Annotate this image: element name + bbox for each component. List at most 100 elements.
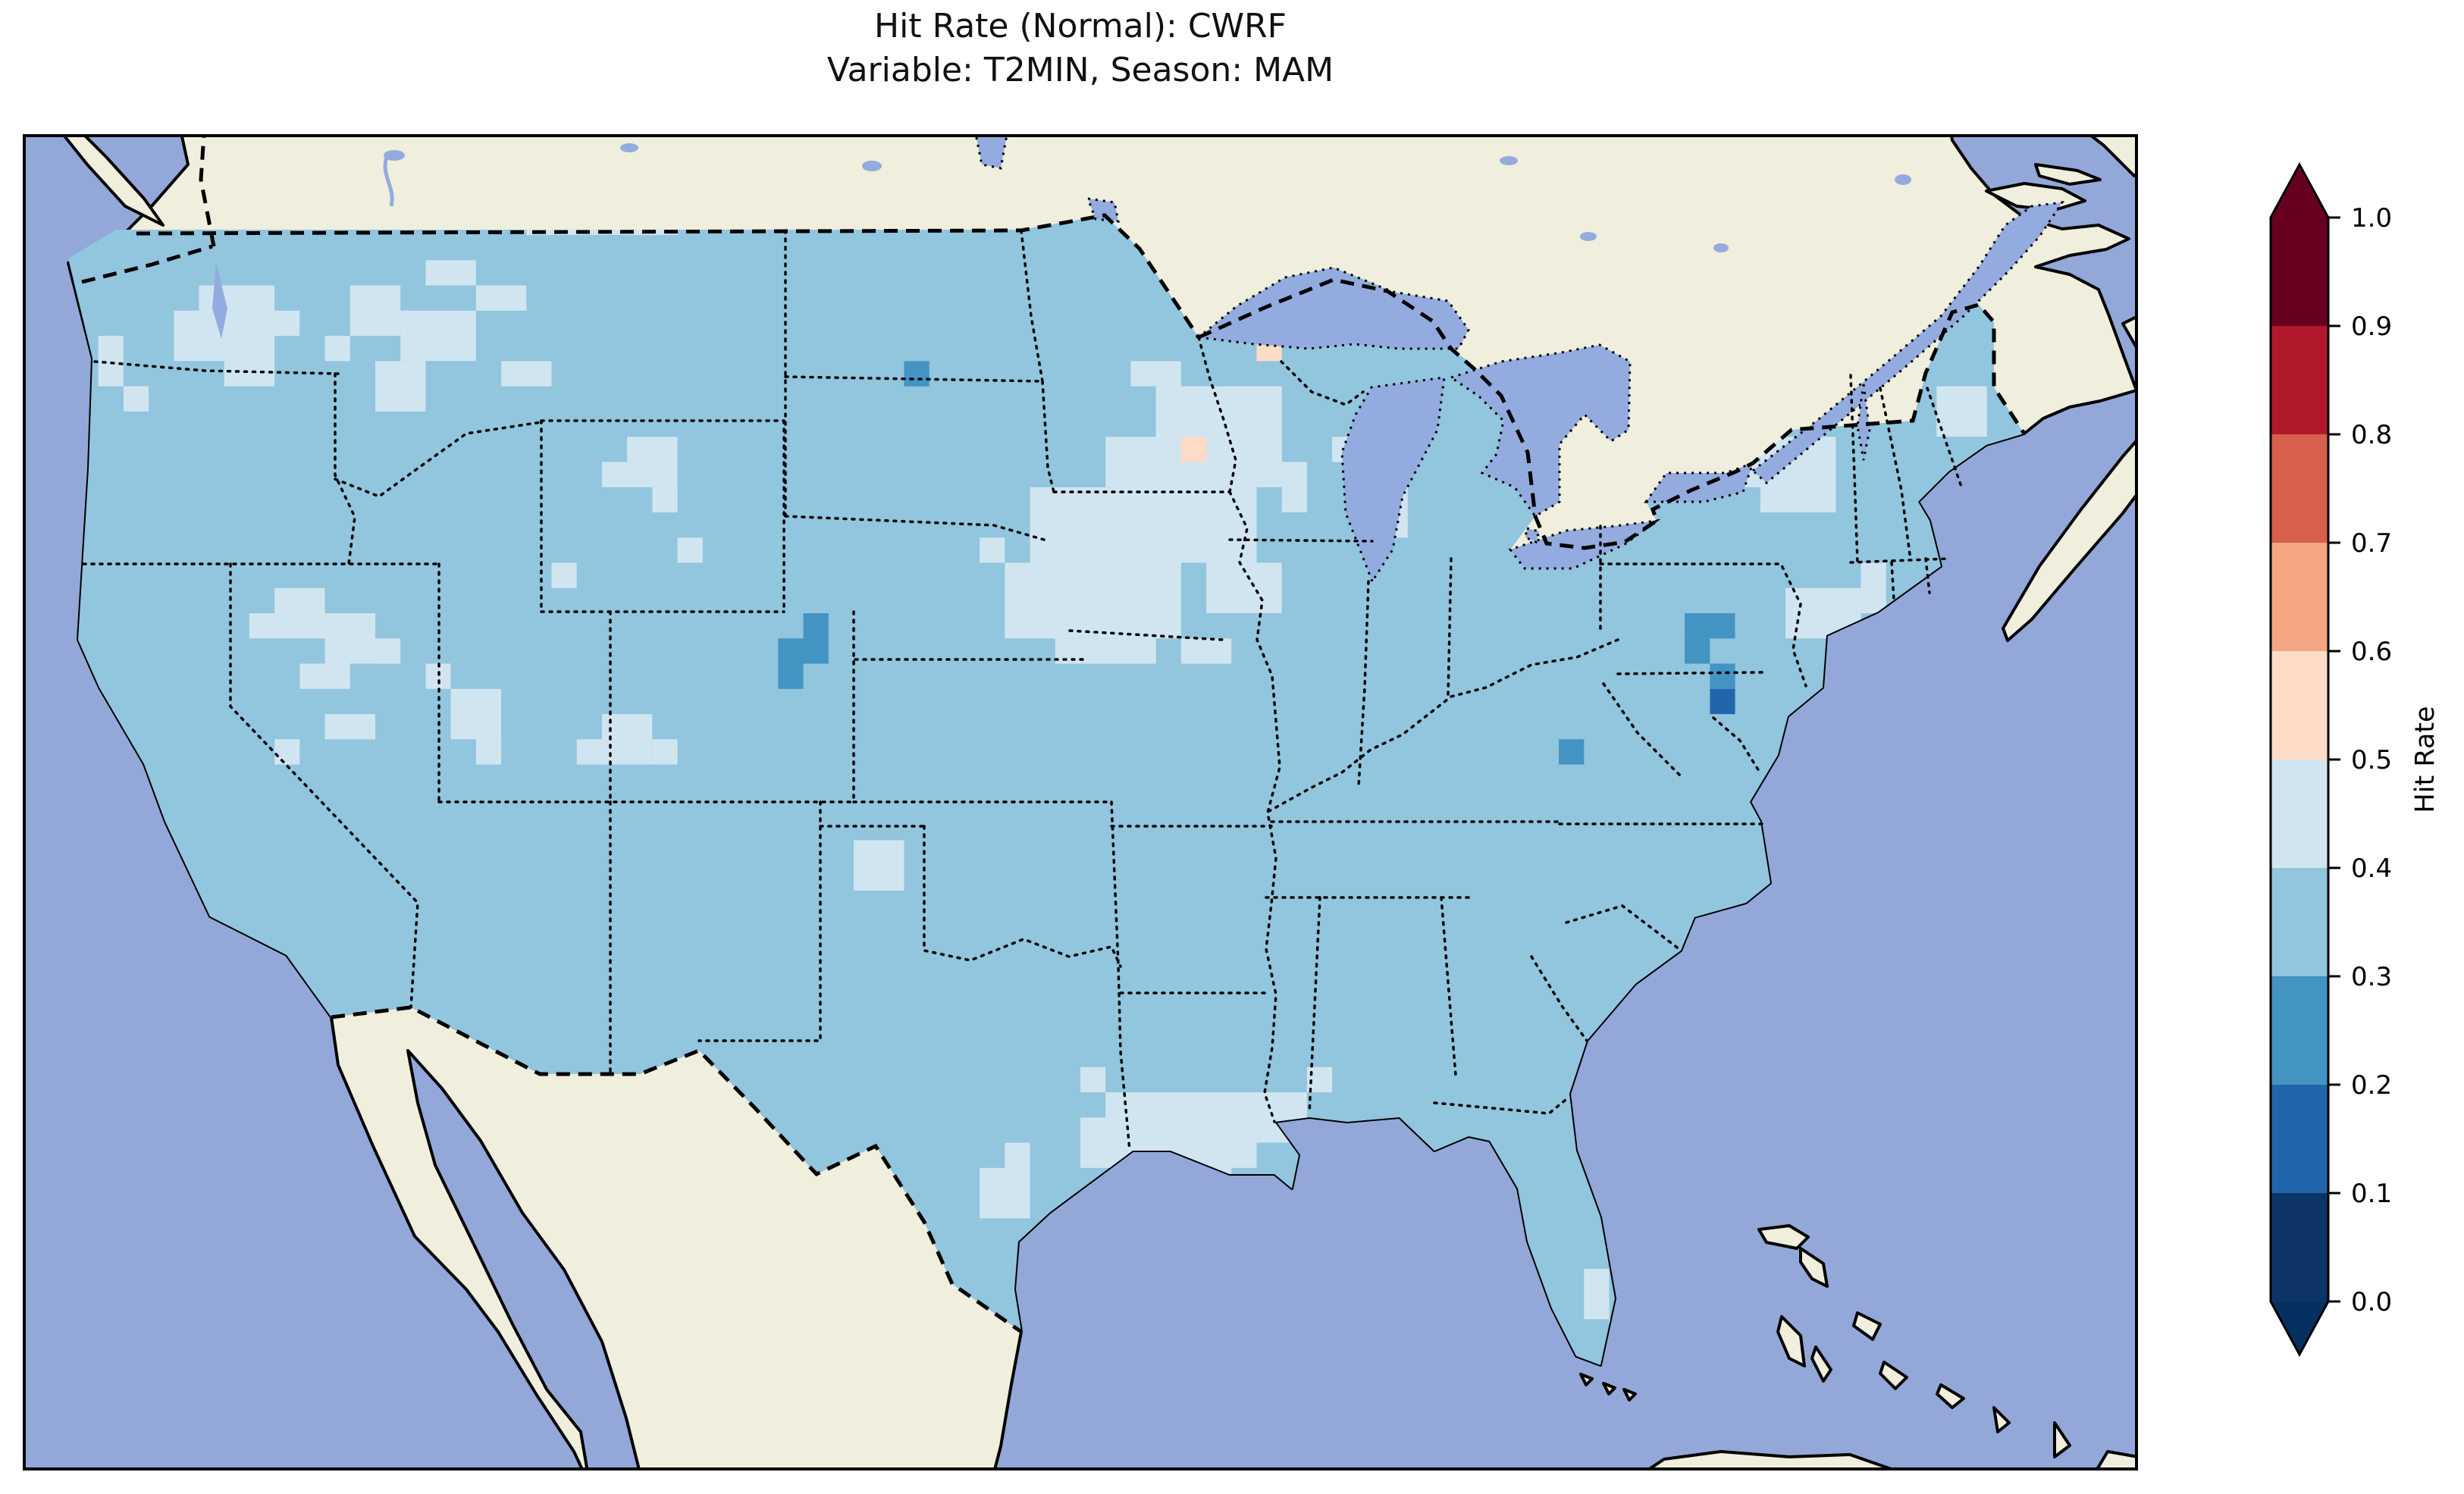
bahamas-cay-2: [1879, 1361, 1908, 1390]
hit-rate-cell-b2: [803, 613, 829, 639]
st-lawrence-river: [1751, 201, 2065, 484]
map-svg: [23, 134, 2138, 1471]
figure-title: Hit Rate (Normal): CWRF: [874, 7, 1287, 45]
small-lake-3: [862, 161, 882, 171]
hit-rate-cell-b4: [652, 739, 678, 765]
vancouver-island: [61, 134, 165, 227]
colorbar-tick-label: 0.4: [2351, 853, 2392, 884]
colorbar-segment: [2271, 651, 2328, 760]
hit-rate-cell-b4: [274, 310, 300, 337]
lake-ontario: [1644, 461, 1755, 503]
colorbar-tick-label: 0.9: [2351, 312, 2392, 342]
colorbar-segment: [2271, 218, 2328, 327]
hispaniola-partial: [2095, 1450, 2138, 1471]
hit-rate-cell-b4: [274, 587, 325, 639]
colorbar-segments: [2271, 218, 2328, 1302]
small-lake-2: [620, 143, 638, 152]
hit-rate-cell-b2: [1685, 638, 1710, 664]
hit-rate-cell-b4: [123, 386, 149, 412]
colorbar-tick-label: 0.8: [2351, 420, 2392, 450]
lake-winnipeg-partial: [974, 134, 1008, 170]
hit-rate-cell-b4: [1281, 462, 1307, 512]
colorbar-ticks: [2328, 216, 2340, 1303]
colorbar-tick-label: 0.2: [2351, 1070, 2392, 1101]
hit-rate-cell-b2: [1559, 739, 1585, 765]
colorbar-segment: [2271, 326, 2328, 435]
colorbar: 1.0 0.9 0.8 0.7 0.6 0.5 0.4 0.3 0.2 0.1 0.0 Hit Ra…: [2263, 155, 2464, 1391]
colorbar-segment: [2271, 543, 2328, 652]
hit-rate-cell-b4: [475, 739, 502, 765]
bahamas-cay-1: [1852, 1311, 1882, 1341]
hit-rate-cell-b5: [1180, 437, 1207, 462]
cuba: [1644, 1450, 1897, 1471]
colorbar-extend-under-arrow: [2271, 1301, 2328, 1355]
colorbar-tick-label: 1.0: [2351, 203, 2392, 233]
hit-rate-cell-b4: [551, 562, 577, 588]
hit-rate-cell-b4: [652, 487, 678, 512]
bahamas-andros: [1776, 1315, 1806, 1367]
hit-rate-cell-b4: [350, 285, 401, 337]
hit-rate-cell-b4: [224, 336, 275, 387]
colorbar-segment: [2271, 760, 2328, 869]
colorbar-tick-label: 0.1: [2351, 1179, 2392, 1209]
canada-small-lakes: [212, 143, 1911, 339]
hit-rate-cell-b4: [854, 840, 904, 891]
bahamas-eleuthera: [1810, 1345, 1832, 1383]
hit-rate-cell-b4: [1584, 1268, 1610, 1320]
lake-erie: [1508, 518, 1661, 570]
bahamas-abaco: [1799, 1247, 1829, 1288]
colorbar-svg: 1.0 0.9 0.8 0.7 0.6 0.5 0.4 0.3 0.2 0.1 0.0 Hit Ra…: [2269, 161, 2440, 1358]
hit-rate-cell-b4: [324, 714, 375, 740]
hit-rate-cell-b4: [501, 361, 552, 387]
hit-rate-cell-b4: [1180, 638, 1232, 664]
state-borders-dotted: [82, 229, 1964, 1152]
florida-keys-1: [1579, 1373, 1594, 1386]
small-lake-7: [1895, 174, 1911, 185]
hit-rate-cell-b4: [576, 739, 602, 765]
hit-rate-cell-b4: [274, 739, 300, 765]
cape-breton-island: [2121, 314, 2138, 352]
hit-rate-cell-b4: [1005, 562, 1181, 639]
hit-rate-cell-b4: [980, 1167, 1030, 1219]
florida-keys-3: [1622, 1388, 1637, 1402]
hit-rate-cell-b4: [249, 613, 275, 639]
anticosti-island: [2034, 163, 2102, 186]
lake-huron: [1448, 343, 1632, 518]
figure-title-block: Hit Rate (Normal): CWRF Variable: T2MIN,…: [23, 5, 2138, 92]
colorbar-segment: [2271, 434, 2328, 543]
hit-rate-cell-b4: [677, 537, 703, 563]
hit-rate-cell-b2: [778, 638, 829, 664]
colorbar-tick-label: 0.5: [2351, 745, 2392, 775]
hit-rate-cell-b4: [1080, 1066, 1106, 1093]
hit-rate-cell-b4: [98, 336, 124, 387]
hit-rate-cell-b4: [425, 663, 451, 689]
hit-rate-cell-b2: [904, 361, 929, 387]
hit-rate-cell-b4: [324, 336, 350, 362]
bc-river: [383, 156, 394, 207]
lake-michigan: [1340, 376, 1446, 584]
colorbar-tick-label: 0.0: [2351, 1287, 2392, 1317]
lake-superior: [1196, 266, 1470, 350]
hit-rate-cell-b4: [450, 688, 501, 740]
bahamas-grand-bahama: [1757, 1224, 1810, 1250]
hit-rate-cell-b4: [1055, 638, 1156, 664]
hit-rate-cell-b4: [1130, 361, 1181, 387]
turks-island: [2053, 1421, 2071, 1458]
hit-rate-cell-b4: [980, 537, 1005, 563]
colorbar-tick-label: 0.6: [2351, 637, 2392, 667]
hit-rate-cell-b4: [475, 285, 527, 311]
bahamas-cay-3: [1936, 1383, 1965, 1409]
figure-subtitle: Variable: T2MIN, Season: MAM: [826, 51, 1334, 89]
lake-champlain: [1856, 384, 1871, 461]
international-borders-dashed: [81, 134, 2027, 1334]
hit-rate-cell-b4: [299, 663, 350, 689]
hit-rate-cell-b4: [375, 361, 426, 412]
small-lake-4: [1500, 156, 1518, 165]
hit-rate-cell-b4: [627, 437, 678, 487]
newfoundland-partial: [2086, 134, 2138, 177]
hit-rate-cell-b1: [1710, 688, 1735, 715]
lake-st-clair: [1524, 527, 1541, 544]
colorbar-segment: [2271, 1085, 2328, 1194]
hit-rate-cell-b2: [778, 663, 804, 689]
